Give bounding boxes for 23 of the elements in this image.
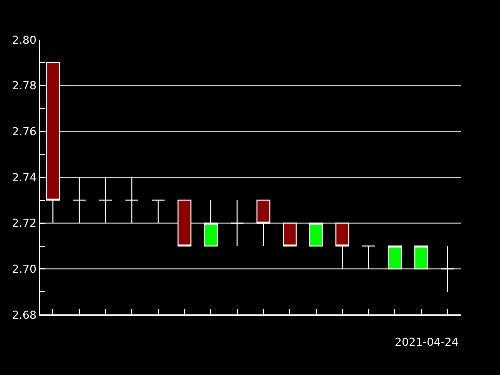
y-tick-label: 2.74	[12, 171, 37, 184]
candlestick	[230, 200, 244, 247]
text: 2021-04-24	[395, 336, 459, 349]
candlestick	[72, 177, 86, 224]
candlestick	[388, 246, 402, 270]
candlestick	[309, 222, 324, 247]
candlestick	[362, 246, 376, 270]
y-tick-label: 2.72	[12, 217, 37, 230]
candlestick	[125, 177, 140, 224]
candlestick	[414, 246, 428, 270]
y-tick-label: 2.68	[12, 308, 37, 322]
y-tick-label: 2.78	[12, 80, 37, 93]
candlestick	[256, 200, 271, 247]
candlestick	[336, 222, 350, 270]
candlestick	[204, 200, 218, 247]
text: 2.80	[12, 34, 37, 47]
text: 2.70	[12, 263, 37, 276]
candlestick	[178, 200, 192, 247]
candlestick	[151, 200, 166, 224]
candlestick	[440, 246, 455, 293]
candlestick	[283, 222, 297, 247]
y-tick-label: 2.76	[12, 126, 37, 139]
candlestick	[98, 177, 113, 224]
